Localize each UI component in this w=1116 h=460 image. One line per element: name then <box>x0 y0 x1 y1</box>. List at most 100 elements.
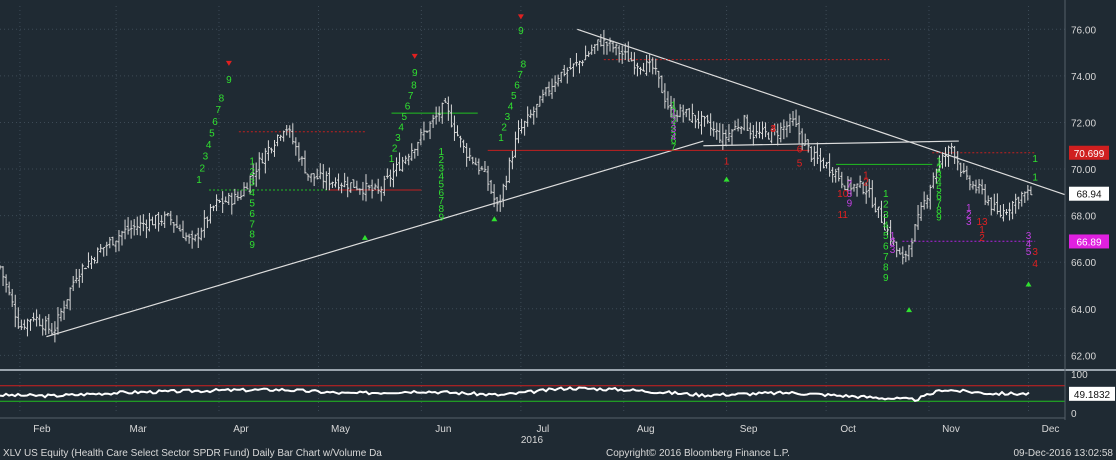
td-count-label: 4 <box>206 140 212 151</box>
td-count-label: 9 <box>518 26 524 37</box>
td-count-label: 2 <box>671 107 677 118</box>
td-count-label: 8 <box>249 230 255 241</box>
annotations <box>46 28 1066 338</box>
td-count-label: 1 <box>1032 154 1038 165</box>
td-count-label: 5 <box>1026 247 1032 258</box>
td-count-label: 1 <box>883 189 889 200</box>
td-count-label: 3 <box>966 217 972 228</box>
td-count-label: 13 <box>976 217 988 228</box>
td-count-label: 3 <box>936 170 942 181</box>
x-tick-label: Apr <box>233 424 249 435</box>
td-count-label: 6 <box>405 102 411 113</box>
td-count-label: 5 <box>209 128 215 139</box>
rsi-line <box>0 386 1030 402</box>
trendline <box>46 140 704 338</box>
buy-arrow <box>1025 281 1032 287</box>
td-count-label: 5 <box>402 112 408 123</box>
td-count-label: 4 <box>883 220 889 231</box>
footer-copyright: Copyright© 2016 Bloomberg Finance L.P. <box>606 448 790 459</box>
td-count-label: 3 <box>438 163 444 174</box>
y-tick-label: 70.00 <box>1071 165 1096 176</box>
td-count-label: 6 <box>249 209 255 220</box>
td-count-label: 7 <box>883 252 889 263</box>
td-count-label: 2 <box>883 199 889 210</box>
td-count-label: 9 <box>883 273 889 284</box>
td-count-label: 8 <box>936 205 942 216</box>
td-count-label: 1 <box>671 100 677 111</box>
td-count-label: 1 <box>438 147 444 158</box>
td-count-label: 6 <box>883 241 889 252</box>
td-count-label: 7 <box>936 198 942 209</box>
x-tick-label: Mar <box>130 424 148 435</box>
td-count-label: 8 <box>411 81 417 92</box>
y-tick-label: 66.00 <box>1071 258 1096 269</box>
td-count-label: 2 <box>890 238 896 249</box>
td-count-label: 1 <box>389 154 395 165</box>
td-sequential-counts: 1234567891234567891234567891234567891234… <box>196 14 1038 313</box>
buy-arrow <box>906 307 913 313</box>
trendline <box>703 140 959 147</box>
td-count-label: 2 <box>249 167 255 178</box>
td-count-label: 1 <box>724 156 730 167</box>
buy-arrow <box>361 234 368 240</box>
price-badge-label: 68.94 <box>1076 190 1101 201</box>
td-count-label: 4 <box>770 124 776 135</box>
td-count-label: 2 <box>863 177 869 188</box>
td-count-label: 8 <box>883 262 889 273</box>
td-count-label: 1 <box>863 170 869 181</box>
x-tick-label: Dec <box>1042 424 1060 435</box>
buy-arrow <box>491 216 498 222</box>
x-tick-label: Sep <box>740 424 758 435</box>
td-count-label: 9 <box>412 68 418 79</box>
rsi-value-label: 49.1832 <box>1074 390 1111 401</box>
td-count-label: 1 <box>249 156 255 167</box>
td-count-label: 3 <box>203 152 209 163</box>
td-count-label: 7 <box>408 91 414 102</box>
x-tick-label: Aug <box>637 424 655 435</box>
buy-arrow <box>723 176 730 182</box>
td-count-label: 3 <box>890 245 896 256</box>
axes: 76.00 74.00 72.00 70.00 68.00 66.00 64.00 62.00… <box>0 0 1116 446</box>
td-count-label: 9 <box>249 240 255 251</box>
td-count-label: 2 <box>979 233 985 244</box>
td-count-label: 2 <box>966 210 972 221</box>
td-count-label: 4 <box>1026 239 1032 250</box>
td-count-label: 3 <box>249 177 255 188</box>
x-year-label: 2016 <box>521 435 544 446</box>
td-count-label: 1 <box>890 231 896 242</box>
td-count-label: 2 <box>392 144 398 155</box>
main-grid <box>0 6 1065 413</box>
price-badge <box>1069 145 1109 160</box>
trendline <box>577 28 1066 196</box>
price-badge <box>1069 234 1109 249</box>
price-badge-label: 66.89 <box>1076 237 1101 248</box>
td-count-label: 6 <box>438 188 444 199</box>
td-count-label: 5 <box>671 128 677 139</box>
y-tick-label: 72.00 <box>1071 118 1096 129</box>
td-count-label: 9 <box>936 212 942 223</box>
td-count-label: 5 <box>883 231 889 242</box>
td-count-label: 1 <box>936 156 942 167</box>
y-tick-label: 68.00 <box>1071 212 1096 223</box>
td-count-label: 4 <box>249 188 255 199</box>
td-count-label: 3 <box>671 114 677 125</box>
td-count-label: 7 <box>847 180 853 191</box>
y-tick-label: 74.00 <box>1071 72 1096 83</box>
td-count-label: 8 <box>521 60 527 71</box>
sell-arrow <box>517 14 524 20</box>
td-count-label: 1 <box>498 133 504 144</box>
sell-arrow <box>411 53 418 59</box>
rsi-tick-label: 0 <box>1071 409 1077 420</box>
td-count-label: 5 <box>511 91 517 102</box>
x-tick-label: Feb <box>33 424 51 435</box>
footer-timestamp: 09-Dec-2016 13:02:58 <box>1013 448 1113 459</box>
td-count-label: 4 <box>398 123 404 134</box>
y-tick-label: 64.00 <box>1071 305 1096 316</box>
td-count-label: 9 <box>226 75 232 86</box>
td-count-label: 4 <box>1032 259 1038 270</box>
td-count-label: 3 <box>395 133 401 144</box>
td-count-label: 3 <box>505 112 511 123</box>
footer-title: XLV US Equity (Health Care Select Sector… <box>3 448 382 459</box>
td-count-label: 9 <box>438 212 444 223</box>
y-tick-label: 62.00 <box>1071 351 1096 362</box>
